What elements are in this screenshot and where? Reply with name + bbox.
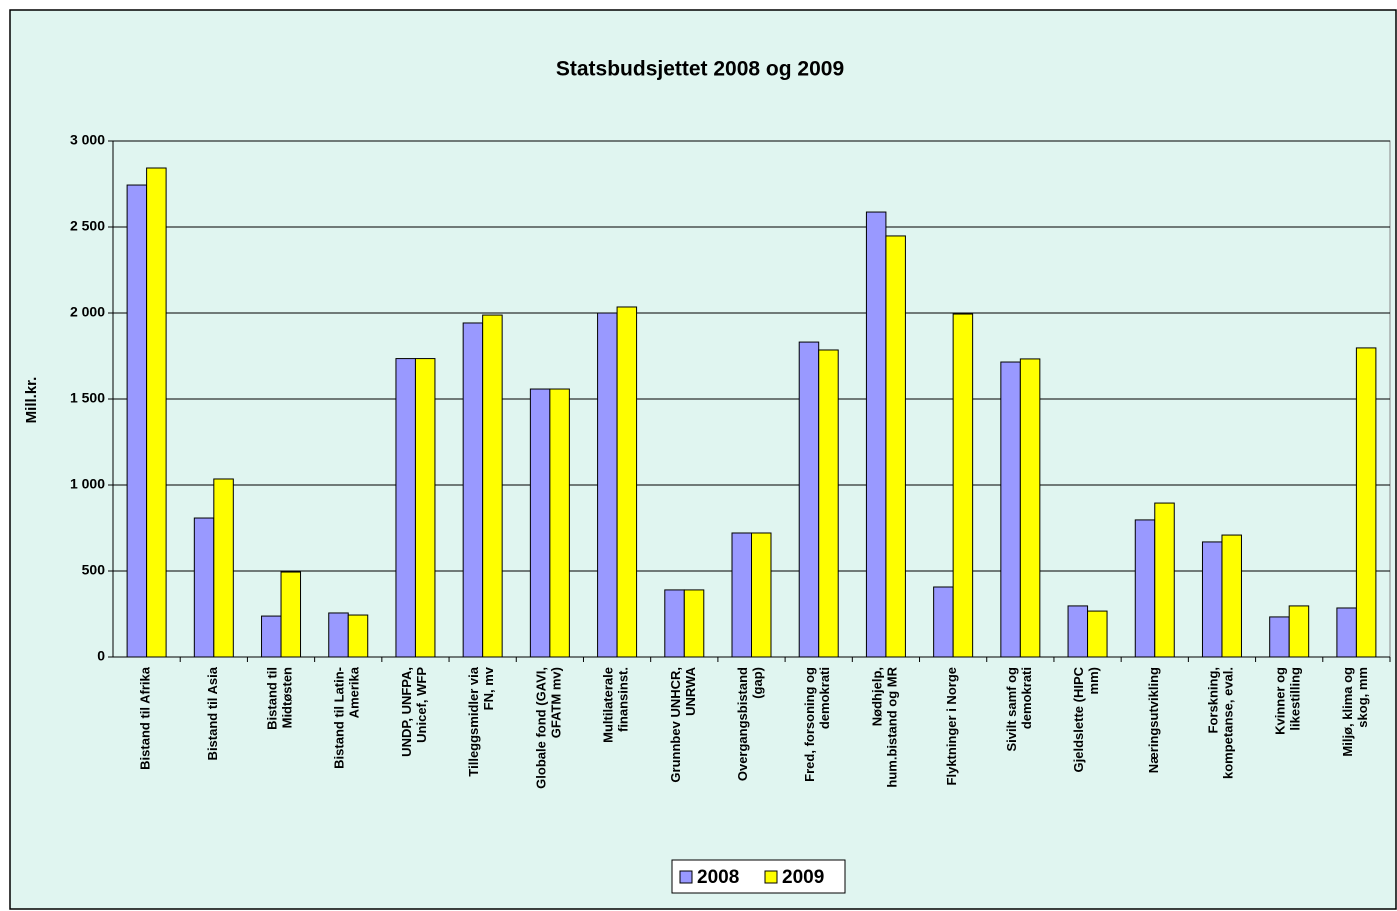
x-tick-label: Næringsutvikling — [1146, 667, 1161, 773]
x-tick-label: Bistand tilMidtøsten — [265, 667, 295, 730]
x-tick-label: Bistand til Afrika — [138, 666, 153, 770]
bar — [347, 614, 369, 658]
bar — [818, 349, 839, 658]
bar — [146, 167, 167, 658]
x-tick-label: Forskning,kompetanse, eval. — [1206, 667, 1236, 779]
bar — [280, 571, 302, 658]
bar — [1288, 605, 1310, 658]
bar — [261, 615, 282, 658]
x-tick-label: Fred, forsoning ogdemokrati — [803, 667, 833, 782]
y-tick-label: 2 500 — [70, 218, 105, 234]
bar — [1154, 502, 1175, 658]
bar — [683, 589, 705, 658]
legend-swatch — [764, 870, 778, 884]
bar — [462, 322, 484, 658]
bar — [933, 586, 954, 658]
bar — [731, 532, 752, 658]
bar — [751, 532, 772, 658]
legend-label: 2009 — [782, 867, 824, 888]
bar — [865, 211, 887, 658]
y-tick-label: 500 — [82, 562, 106, 578]
bar — [616, 306, 638, 658]
bar — [597, 312, 618, 658]
x-tick-label: Overgangsbistand(gap) — [735, 667, 765, 781]
y-tick-label: 3 000 — [70, 132, 105, 148]
x-tick-label: Sivilt samf ogdemokrati — [1004, 667, 1034, 752]
y-tick-label: 0 — [97, 648, 105, 664]
legend-label: 2008 — [697, 867, 739, 888]
x-tick-label: Tilleggsmidler viaFN, mv — [467, 666, 497, 776]
y-tick-label: 2 000 — [70, 304, 105, 320]
x-tick-label: Flyktninger i Norge — [945, 667, 960, 785]
y-axis-label: Mill.kr. — [23, 377, 40, 424]
bar — [1000, 361, 1021, 658]
bar — [126, 184, 148, 658]
bar — [885, 235, 906, 658]
legend-swatch — [679, 870, 693, 884]
bar — [482, 314, 503, 658]
bar — [1221, 534, 1242, 658]
bar — [1336, 607, 1357, 658]
bar — [193, 517, 215, 658]
x-tick-label: Bistand til Latin-Amerika — [332, 666, 362, 769]
bar — [328, 612, 349, 658]
bar — [1087, 610, 1108, 658]
bar — [798, 341, 820, 658]
bar — [664, 589, 685, 658]
bar — [414, 358, 436, 658]
y-tick-label: 1 500 — [70, 390, 105, 406]
bar — [1201, 541, 1223, 658]
bar — [529, 388, 551, 658]
x-tick-label: Bistand til Asia — [205, 666, 220, 760]
x-tick-label: Gjeldslette (HIPCmm) — [1071, 666, 1101, 772]
bar — [1355, 347, 1377, 658]
bar — [1269, 616, 1290, 658]
bar — [1019, 358, 1041, 658]
legend — [671, 859, 846, 894]
bar — [952, 313, 974, 658]
x-tick-label: Globale fond (GAVI,GFATM mv) — [534, 667, 564, 789]
x-tick-label: Grunnbev UNHCR,UNRWA — [668, 666, 698, 782]
x-tick-label: Kvinner oglikestilling — [1273, 667, 1303, 735]
bar — [213, 478, 234, 658]
x-tick-label: Miljø, klima ogskog, mm — [1340, 667, 1370, 757]
chart-title: Statsbudsjettet 2008 og 2009 — [556, 58, 844, 81]
x-tick-label: Multilateralefinansinst. — [601, 667, 631, 743]
bar — [549, 388, 570, 658]
x-tick-label: UNDP, UNFPA,Unicef, WFP — [399, 667, 429, 757]
bar — [395, 358, 416, 658]
x-tick-label: Nødhjelp,hum.bistand og MR — [870, 666, 900, 787]
bar — [1067, 605, 1089, 658]
y-tick-label: 1 000 — [70, 476, 105, 492]
bar — [1134, 519, 1156, 658]
